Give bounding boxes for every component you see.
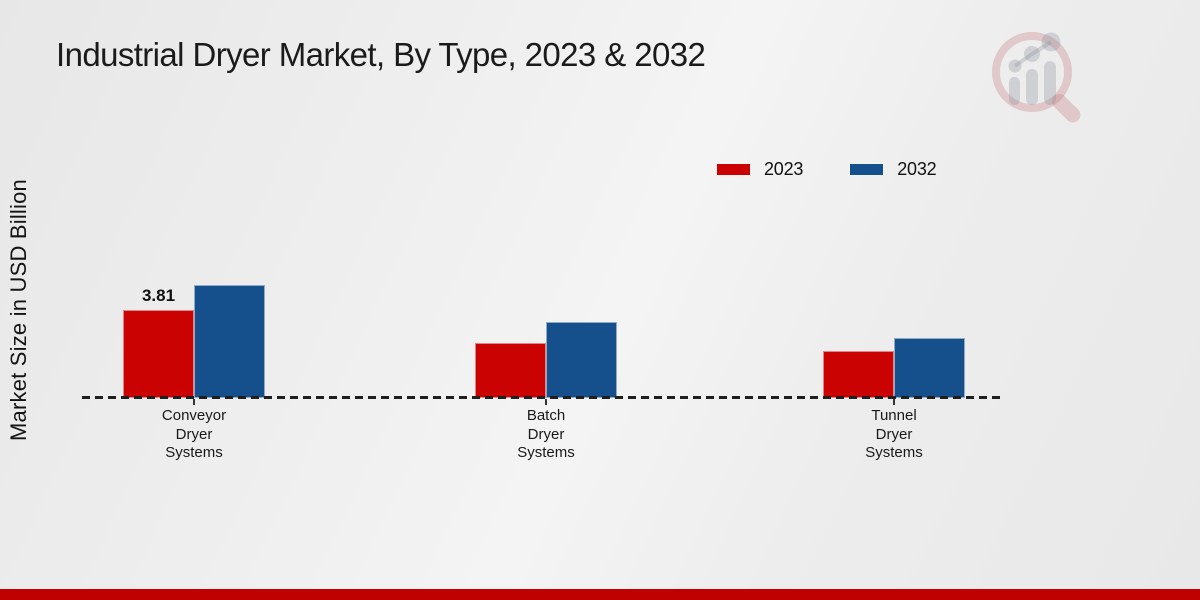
magnifier-bar-chart-logo-icon bbox=[988, 26, 1088, 126]
legend-label: 2023 bbox=[764, 159, 804, 179]
bar-2023-tunnel-dryer-systems bbox=[823, 351, 894, 398]
bar-2023-conveyor-dryer-systems bbox=[123, 310, 194, 398]
x-axis-label-tunnel-dryer-systems: Tunnel Dryer Systems bbox=[865, 407, 923, 461]
chart-title: Industrial Dryer Market, By Type, 2023 &… bbox=[56, 36, 706, 73]
legend-item-2023: 2023 bbox=[716, 159, 803, 180]
x-axis-label-conveyor-dryer-systems: Conveyor Dryer Systems bbox=[161, 407, 227, 461]
bar-value-label: 3.81 bbox=[141, 286, 176, 305]
x-axis-tick bbox=[545, 399, 547, 405]
legend-label: 2032 bbox=[897, 159, 937, 179]
legend-swatch-icon bbox=[849, 163, 885, 176]
x-axis-tick bbox=[893, 399, 895, 405]
x-axis-tick bbox=[193, 399, 195, 405]
bar-2032-conveyor-dryer-systems bbox=[194, 285, 265, 398]
legend: 2023 2032 bbox=[716, 159, 937, 180]
x-axis-label-batch-dryer-systems: Batch Dryer Systems bbox=[517, 407, 575, 461]
bar-2032-tunnel-dryer-systems bbox=[894, 338, 965, 398]
bottom-red-bar bbox=[0, 589, 1200, 600]
legend-swatch-icon bbox=[716, 163, 751, 176]
bar-2032-batch-dryer-systems bbox=[546, 322, 617, 398]
bar-2023-batch-dryer-systems bbox=[475, 343, 546, 398]
x-axis-baseline bbox=[82, 396, 1005, 399]
legend-item-2032: 2032 bbox=[849, 159, 937, 180]
